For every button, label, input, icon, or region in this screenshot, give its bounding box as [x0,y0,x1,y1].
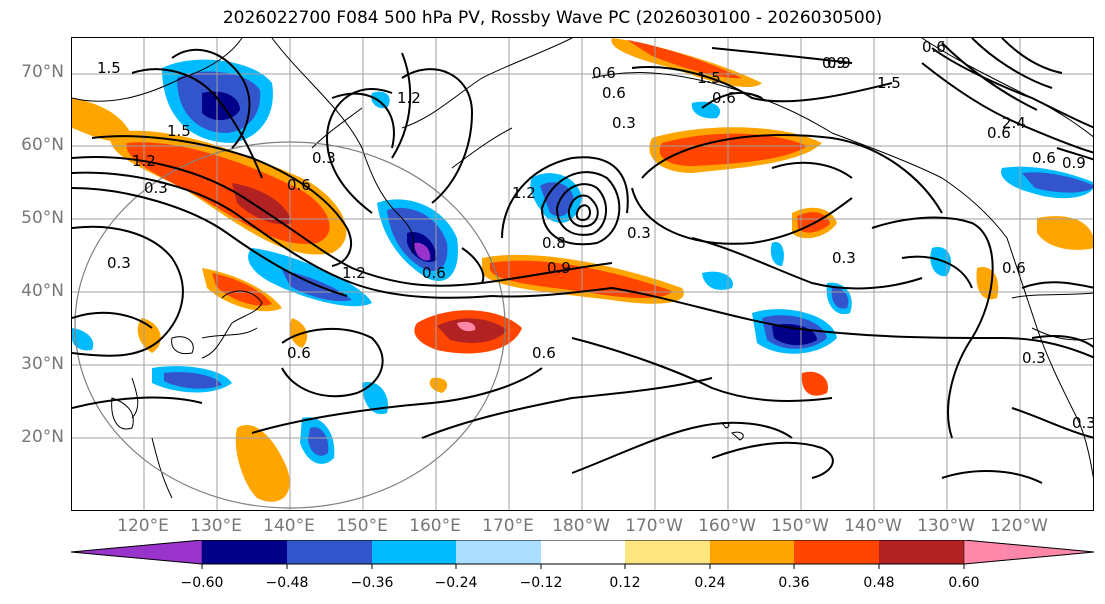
lon-label: 150°W [771,516,829,536]
colorbar [70,540,1095,569]
coastlines [72,38,1093,499]
contour-label: 2.4 [1002,114,1026,132]
contour-label: 0.6 [1032,149,1056,167]
contour-label: 0.6 [287,344,311,362]
colorbar-segment [879,540,964,564]
map-title: 2026022700 F084 500 hPa PV, Rossby Wave … [222,8,883,28]
lon-label: 170°E [482,516,534,536]
colorbar-tick-label: −0.24 [434,575,478,591]
pv-anomaly-map: 1.5 1.5 0.3 1.2 0.3 0.6 0.3 1.2 0.9 0.6 … [72,38,1094,510]
lon-label: 180°W [552,516,610,536]
contour-label: 0.6 [987,124,1011,142]
colorbar-segment [70,540,203,565]
contour-label: 0.3 [627,224,651,242]
contour-label: 0.6 [1002,259,1026,277]
colorbar-segment [541,540,625,564]
contour-label: 0.3 [312,149,336,167]
colorbar-tick-label: 0.24 [694,575,726,591]
lat-label: 60°N [21,135,64,155]
lon-label: 160°E [409,516,461,536]
lon-label: 130°W [917,516,975,536]
colorbar-tick-label: −0.12 [519,575,563,591]
contour-label: 0.6 [602,84,626,102]
contour-label: 1.5 [167,122,191,140]
lon-label: 160°W [698,516,756,536]
contour-label: 0.9 [1062,154,1086,172]
colorbar-segment [963,540,1095,565]
colorbar-tick-label: 0.12 [609,575,641,591]
contour-labels: 1.5 1.5 0.3 1.2 0.3 0.6 0.3 1.2 0.9 0.6 … [97,38,1094,432]
contour-label: 0.6 [922,38,946,56]
contour-label: 0.9 [822,54,846,72]
lat-label: 50°N [21,208,64,228]
lat-label: 20°N [21,427,64,447]
reference-circle [74,141,506,509]
lat-label: 40°N [21,281,64,301]
colorbar-segment [710,540,794,564]
contour-label: 0.6 [287,176,311,194]
colorbar-tick-label: −0.48 [265,575,309,591]
lon-label: 140°W [844,516,902,536]
contour-label: 0.6 [532,344,556,362]
contour-label: 0.3 [612,114,636,132]
contour-label: 0.9 [547,259,571,277]
contour-label: 0.6 [422,264,446,282]
lon-label: 130°E [190,516,242,536]
lon-label: 150°E [336,516,388,536]
contour-label: 0.8 [542,234,566,252]
colorbar-tick-label: 0.36 [778,575,810,591]
contour-label: 1.2 [132,152,156,170]
pv-contours [72,38,1093,484]
contour-label: 0.3 [832,249,856,267]
lat-label: 70°N [21,62,64,82]
contour-label: 0.3 [1022,349,1046,367]
contour-label: 0.3 [144,179,168,197]
map-panel: 1.5 1.5 0.3 1.2 0.3 0.6 0.3 1.2 0.9 0.6 … [71,37,1094,511]
contour-label: 1.2 [397,89,421,107]
lat-label: 30°N [21,354,64,374]
colorbar-tick-label: 0.60 [948,575,980,591]
contour-label: 1.2 [512,184,536,202]
colorbar-segment [456,540,541,564]
contour-label: 0.6 [712,89,736,107]
lon-label: 140°E [263,516,315,536]
colorbar-segment [287,540,372,564]
contour-label: 0.9 [827,54,851,72]
contour-label: 1.5 [697,69,721,87]
colorbar-segment [625,540,710,564]
colorbar-segment [202,540,287,564]
colorbar-tick-label: −0.60 [180,575,224,591]
contour-label: 0.6 [592,64,616,82]
lon-label: 120°W [990,516,1048,536]
colorbar-tick-label: −0.36 [350,575,394,591]
colorbar-tick-label: 0.48 [863,575,895,591]
contour-label: 1.2 [342,264,366,282]
contour-label: 1.5 [877,74,901,92]
contour-label: 0.3 [1072,414,1094,432]
colorbar-segment [372,540,456,564]
lon-label: 120°E [117,516,169,536]
contour-label: 0.3 [107,254,131,272]
colorbar-segment [794,540,879,564]
contour-label: 1.5 [97,59,121,77]
lon-label: 170°W [625,516,683,536]
